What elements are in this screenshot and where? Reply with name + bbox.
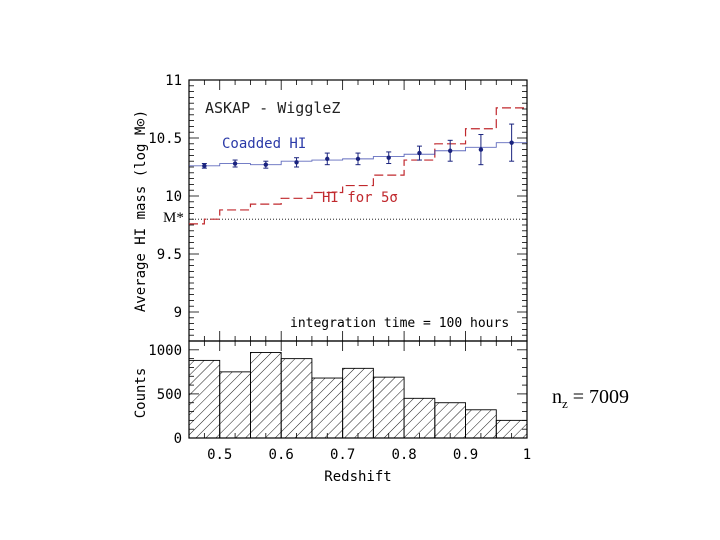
data-point — [202, 163, 207, 169]
sample-size-footnote: nz = 7009 — [552, 386, 629, 412]
footnote-value: = 7009 — [567, 386, 630, 408]
x-axis-label: Redshift — [324, 469, 391, 485]
data-point — [263, 162, 269, 167]
main-plot-frame — [188, 79, 528, 342]
main-y-tick-label: 10.5 — [148, 131, 182, 147]
histogram-y-tick-label: 1000 — [148, 343, 182, 359]
main-y-tick-labels: 9 9.5 10 10.5 11 — [148, 73, 182, 321]
histogram-hatch-fill — [189, 352, 527, 438]
x-tick-label: 0.6 — [269, 447, 294, 463]
data-point — [325, 156, 330, 162]
main-y-axis-label: Average HI mass (log M⊙) — [133, 110, 149, 312]
data-point — [509, 140, 514, 145]
main-y-tick-label: 10 — [165, 189, 182, 205]
main-panel: 9 9.5 10 10.5 11 M* ASKAP - WiggleZ Coadded … — [133, 73, 528, 342]
histogram-y-axis-label: Counts — [133, 368, 149, 419]
data-point — [355, 156, 361, 162]
x-tick-label: 0.7 — [330, 447, 355, 463]
main-y-tick-label: 9 — [174, 305, 182, 321]
histogram-y-tick-labels: 0 500 1000 — [148, 343, 182, 447]
coadded-hi-points — [201, 123, 515, 169]
x-tick-label: 0.9 — [453, 447, 478, 463]
integration-time-annotation: integration time = 100 hours — [290, 316, 509, 331]
data-point — [478, 147, 484, 152]
data-point — [417, 150, 422, 156]
x-tick-label: 1 — [523, 447, 531, 463]
histogram-y-tick-label: 500 — [157, 387, 182, 403]
main-title: ASKAP - WiggleZ — [205, 99, 340, 117]
hi-5sigma-label: HI for 5σ — [322, 190, 398, 206]
data-point — [294, 160, 299, 165]
main-ticks — [188, 79, 528, 342]
histogram-ticks — [188, 340, 528, 439]
main-y-tick-label: 11 — [165, 73, 182, 89]
footnote-subscript: z — [562, 396, 568, 411]
data-point — [447, 148, 453, 153]
data-point — [386, 155, 391, 160]
histogram-panel: 0 500 1000 0.5 0.6 0.7 0.8 0.9 1 Counts Redshif… — [133, 340, 531, 485]
main-y-tick-label: 9.5 — [157, 247, 182, 263]
hi-5sigma-series — [189, 107, 527, 225]
x-tick-labels: 0.5 0.6 0.7 0.8 0.9 1 — [207, 447, 531, 463]
x-tick-label: 0.8 — [391, 447, 416, 463]
histogram-y-tick-label: 0 — [174, 431, 182, 447]
data-point — [232, 161, 238, 166]
mstar-label: M* — [163, 210, 184, 226]
coadded-hi-label: Coadded HI — [222, 136, 306, 152]
x-tick-label: 0.5 — [207, 447, 232, 463]
hi-5sigma-step-line — [189, 107, 527, 225]
footnote-prefix: n — [552, 386, 562, 408]
